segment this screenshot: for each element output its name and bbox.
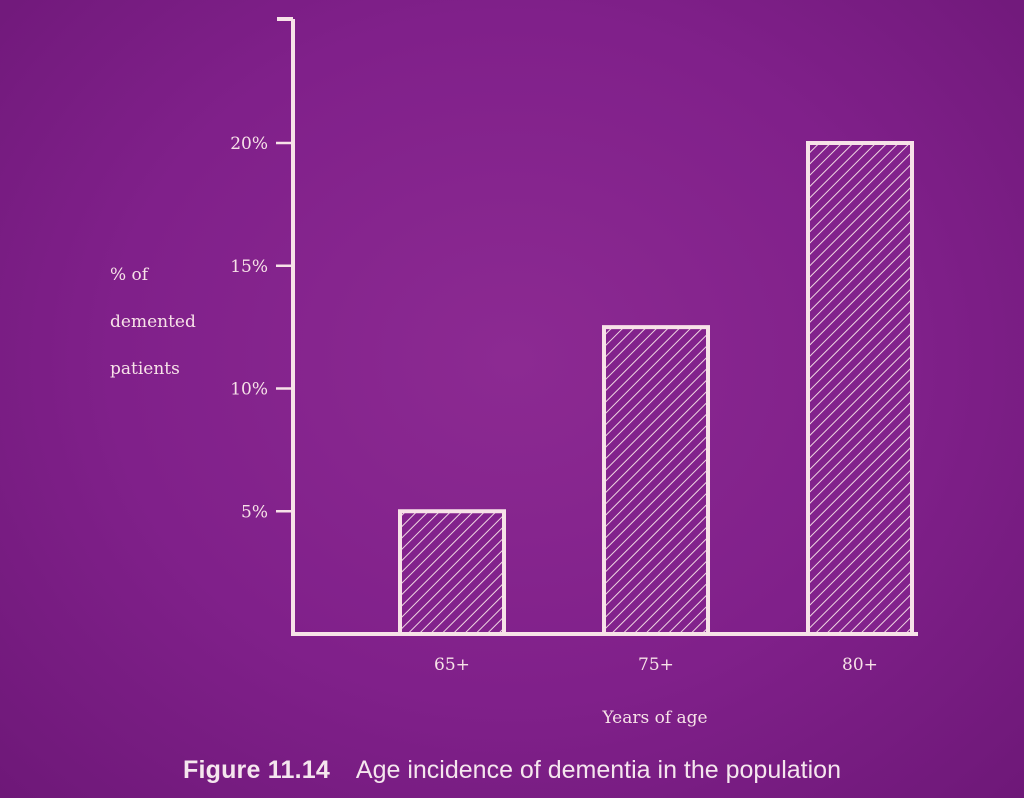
y-tick-label: 20% <box>230 134 268 154</box>
y-tick-label: 15% <box>230 257 268 277</box>
bar-80plus <box>806 141 914 636</box>
bars <box>398 141 914 636</box>
y-axis-label-line: % of <box>110 265 150 285</box>
x-tick-label: 65+ <box>434 655 470 675</box>
y-tick-label: 10% <box>230 380 268 400</box>
x-axis-label: Years of age <box>601 708 707 728</box>
y-axis <box>277 17 295 634</box>
y-ticks: 5% 10% 15% 20% <box>230 134 293 522</box>
x-tick-label: 80+ <box>842 655 878 675</box>
figure-caption: Figure 11.14 Age incidence of dementia in… <box>0 756 1024 785</box>
y-tick-label: 5% <box>241 502 268 522</box>
y-axis-label-line: patients <box>110 359 180 379</box>
x-tick-labels: 65+ 75+ 80+ <box>434 655 878 675</box>
figure-number: Figure 11.14 <box>183 756 330 784</box>
x-tick-label: 75+ <box>638 655 674 675</box>
bar-75plus <box>602 325 710 636</box>
y-axis-label: % of demented patients <box>110 265 196 379</box>
figure-caption-text: Age incidence of dementia in the populat… <box>355 756 841 784</box>
y-axis-label-line: demented <box>110 312 196 332</box>
bar-65plus <box>398 509 506 636</box>
